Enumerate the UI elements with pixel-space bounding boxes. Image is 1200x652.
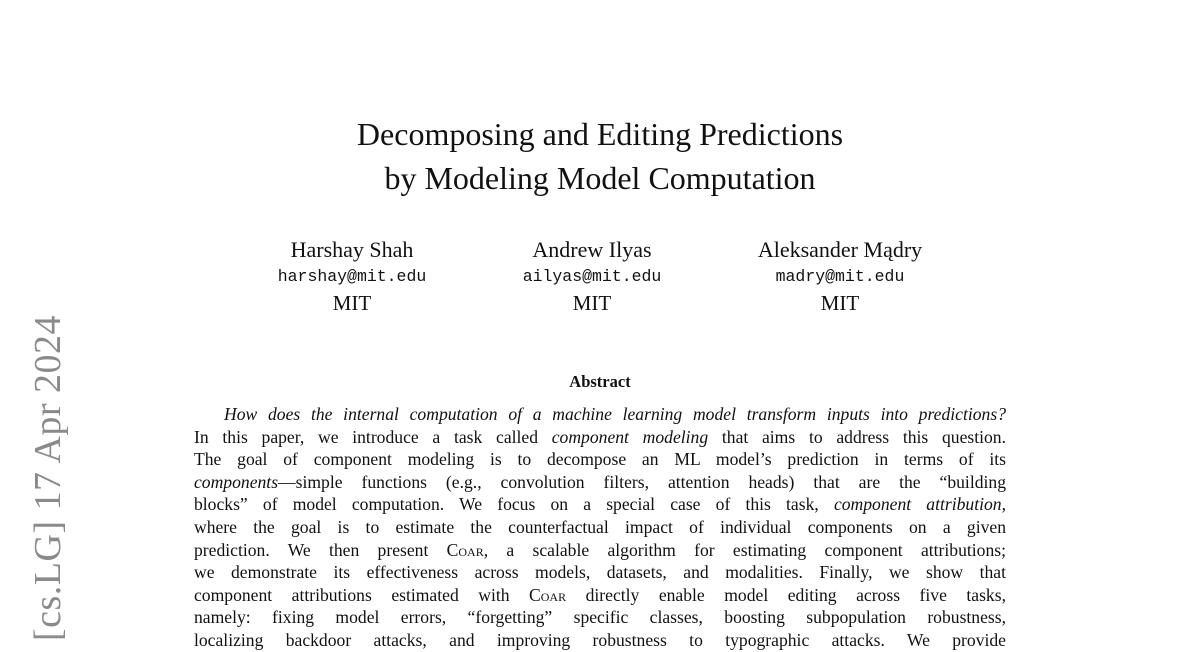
title-line: Decomposing and Editing Predictions [356, 116, 844, 152]
author-email: harshay@mit.edu [277, 267, 427, 286]
author-block: Aleksander Mądry madry@mit.edu MIT [710, 236, 970, 316]
text-run: localizing backdoor attacks, and improvi… [194, 629, 1006, 650]
author-affiliation: MIT [820, 291, 860, 315]
text-run: The goal of component modeling is to dec… [194, 449, 1006, 470]
text-run: , a scalable algorithm for estimating co… [483, 539, 1007, 560]
text-run: directly enable model editing across fiv… [566, 584, 1006, 605]
text-run: component attribution [833, 494, 1002, 515]
abstract-line: The goal of component modeling is to dec… [194, 448, 1006, 471]
abstract-line: prediction. We then present Coar, a scal… [194, 539, 1006, 562]
abstract-heading: Abstract [569, 372, 631, 391]
abstract-body: How does the internal computation of a m… [194, 403, 1006, 652]
abstract-line: In this paper, we introduce a task calle… [194, 426, 1006, 449]
text-run: we demonstrate its effectiveness across … [194, 562, 1006, 583]
author-email: ailyas@mit.edu [522, 267, 662, 286]
text-run: component attributions estimated with [194, 584, 530, 605]
text-run: that aims to address this question. [708, 426, 1007, 447]
abstract-line: blocks” of model computation. We focus o… [194, 493, 1006, 516]
arxiv-stamp: [cs.LG] 17 Apr 2024 [27, 314, 69, 642]
text-run: components [194, 471, 279, 492]
author-affiliation: MIT [572, 291, 612, 315]
author-email: madry@mit.edu [775, 267, 905, 286]
author-name: Aleksander Mądry [757, 237, 923, 262]
text-run: prediction. We then present [194, 539, 447, 560]
abstract-line: component attributions estimated with Co… [194, 584, 1006, 607]
author-name: Harshay Shah [290, 237, 414, 262]
text-run: namely: fixing model errors, “forgetting… [194, 607, 1006, 628]
text-run: , [1001, 494, 1006, 515]
author-block: Harshay Shah harshay@mit.edu MIT [222, 236, 482, 316]
text-run: —simple functions (e.g., convolution fil… [278, 471, 1006, 492]
text-run: How does the internal computation of a m… [224, 404, 1006, 424]
abstract-line: components—simple functions (e.g., convo… [194, 471, 1006, 494]
abstract-line: where the goal is to estimate the counte… [194, 516, 1006, 539]
method-name: Coar [446, 539, 484, 560]
paper-title: Decomposing and Editing Predictions by M… [0, 112, 1200, 200]
text-run: blocks” of model computation. We focus o… [194, 494, 834, 515]
text-run: where the goal is to estimate the counte… [194, 516, 1006, 537]
author-block: Andrew Ilyas ailyas@mit.edu MIT [462, 236, 722, 316]
abstract-line: How does the internal computation of a m… [194, 403, 1006, 426]
abstract-line: we demonstrate its effectiveness across … [194, 561, 1006, 584]
text-run: In this paper, we introduce a task calle… [194, 426, 552, 447]
author-affiliation: MIT [332, 291, 372, 315]
text-run: component modeling [551, 426, 709, 447]
abstract-line: namely: fixing model errors, “forgetting… [194, 606, 1006, 629]
method-name: Coar [529, 584, 567, 605]
title-line: by Modeling Model Computation [384, 160, 816, 196]
author-name: Andrew Ilyas [532, 237, 652, 262]
abstract-line: localizing backdoor attacks, and improvi… [194, 629, 1006, 652]
